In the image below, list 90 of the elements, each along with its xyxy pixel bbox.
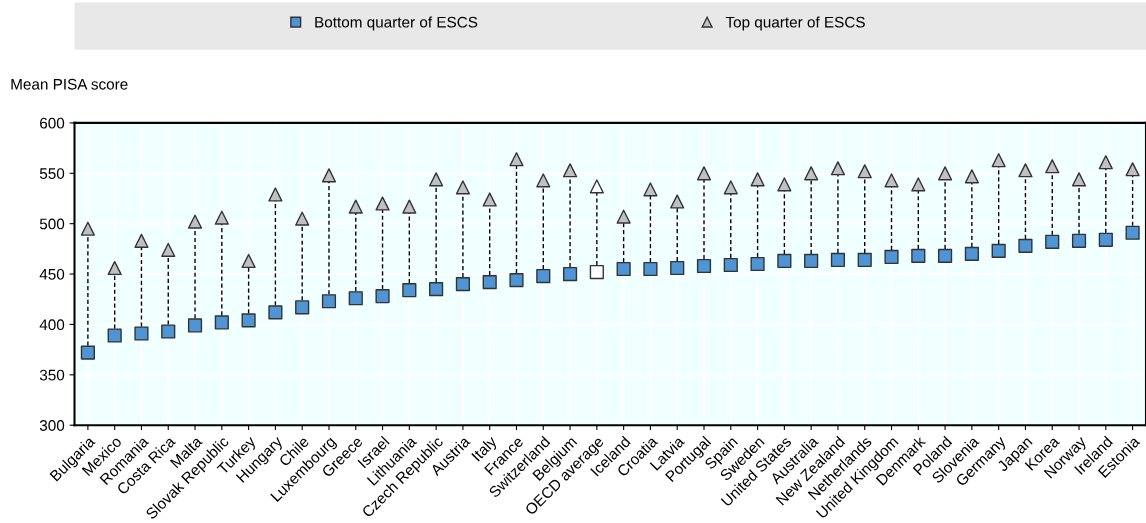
point [1125, 225, 1140, 240]
point [804, 253, 819, 269]
y-tick-label: 600 [40, 117, 65, 129]
point [1045, 234, 1060, 249]
point [1018, 163, 1033, 178]
y-tick-label: 450 [39, 268, 65, 280]
point [911, 248, 926, 264]
point [589, 264, 604, 280]
point [991, 243, 1006, 258]
point [884, 173, 899, 188]
point [161, 242, 176, 257]
point [509, 272, 524, 288]
point [161, 324, 176, 339]
point [964, 169, 979, 184]
legend-label: Bottom quarter of ESCS [315, 16, 478, 31]
point [214, 315, 229, 330]
point [107, 260, 122, 276]
point [562, 266, 578, 282]
point [750, 256, 765, 272]
point [321, 168, 337, 183]
y-axis-title: Mean PISA score [11, 78, 128, 90]
point [295, 300, 310, 315]
point [616, 261, 631, 277]
point [857, 252, 872, 268]
point [696, 258, 712, 274]
point [1098, 155, 1113, 170]
point [536, 173, 551, 188]
point [375, 289, 390, 304]
y-tick-label: 500 [39, 218, 65, 230]
point [134, 326, 149, 341]
point [589, 179, 604, 194]
point [455, 180, 471, 195]
point [750, 172, 765, 187]
y-tick-label: 400 [39, 319, 65, 331]
y-tick-label: 550 [39, 168, 65, 179]
point [911, 177, 926, 192]
point [804, 166, 819, 181]
point [643, 182, 658, 197]
point [937, 248, 953, 264]
point [884, 249, 899, 265]
point [80, 345, 95, 360]
point [268, 187, 283, 202]
point [991, 153, 1006, 168]
point [536, 268, 551, 284]
point [402, 199, 417, 214]
point [1071, 233, 1087, 248]
point [348, 199, 363, 214]
point [937, 166, 953, 181]
point [375, 196, 390, 211]
point [777, 253, 792, 269]
point [1098, 232, 1113, 247]
point [830, 161, 846, 176]
point [964, 246, 979, 261]
point [1045, 159, 1060, 174]
point [321, 294, 337, 309]
point [723, 180, 738, 195]
point [455, 277, 471, 292]
point [777, 177, 792, 192]
point [482, 275, 497, 290]
point [187, 318, 203, 333]
y-tick-label: 350 [39, 369, 65, 381]
point [268, 305, 283, 320]
point [482, 192, 497, 207]
point [241, 253, 256, 269]
point [670, 194, 685, 209]
point [80, 221, 95, 236]
legend-label: Top quarter of ESCS [725, 16, 865, 31]
point [214, 210, 229, 225]
point [429, 282, 444, 297]
point [134, 233, 149, 248]
point [696, 166, 712, 181]
point [1071, 172, 1087, 187]
point [616, 209, 631, 224]
point [643, 261, 658, 277]
point [509, 152, 524, 167]
point [429, 172, 444, 187]
point [857, 164, 872, 179]
point [402, 283, 417, 298]
point [562, 163, 578, 178]
point [723, 257, 738, 273]
point [348, 291, 363, 306]
point [107, 328, 122, 343]
point [187, 214, 203, 229]
y-tick-label: 300 [39, 420, 65, 431]
point [241, 313, 256, 328]
point [295, 211, 310, 226]
point [1018, 238, 1033, 253]
point [670, 260, 685, 276]
point [830, 252, 846, 268]
point [1125, 162, 1140, 177]
